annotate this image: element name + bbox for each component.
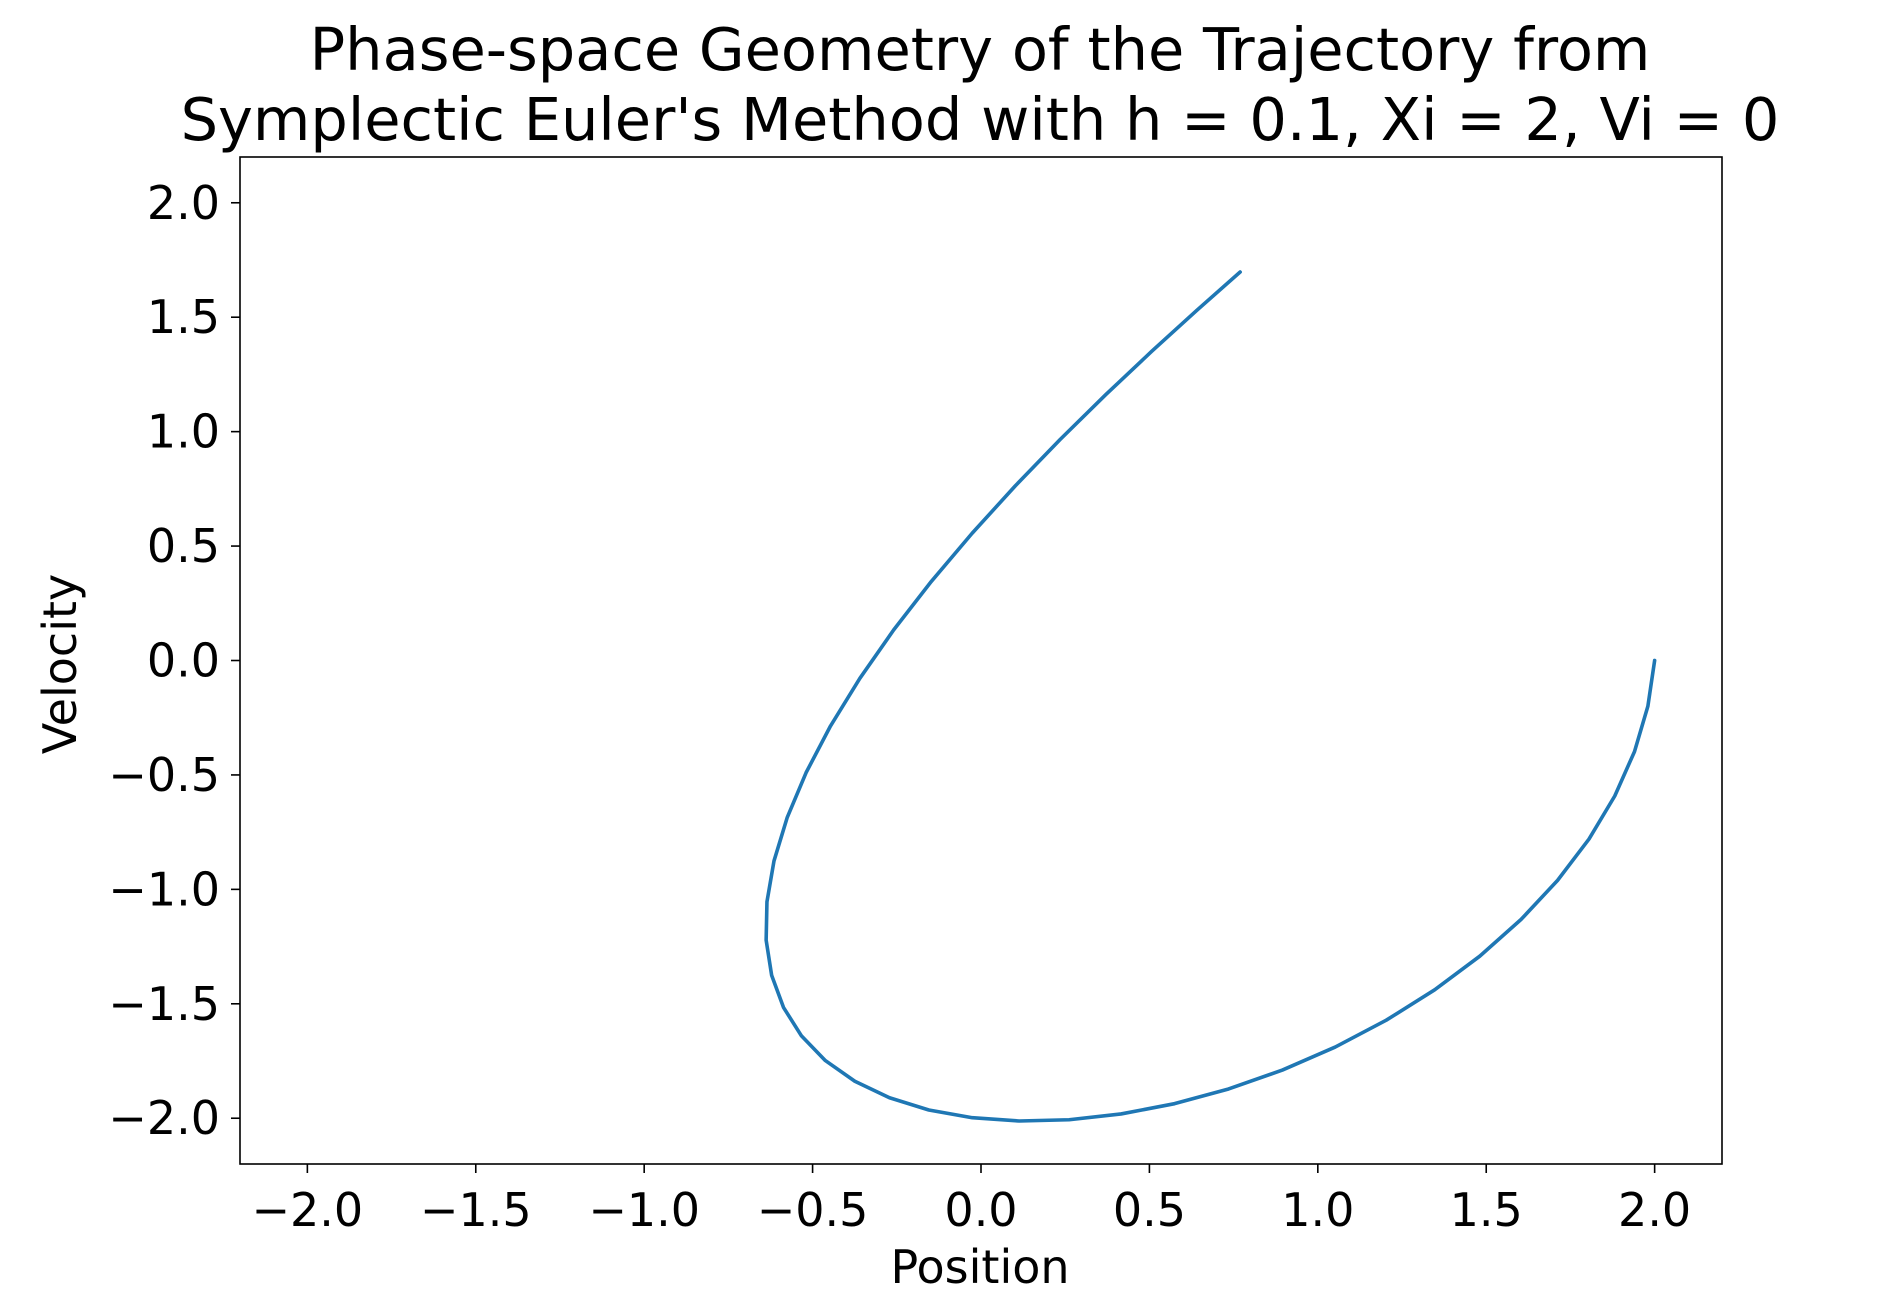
x-tick-label: −1.0 <box>588 1183 700 1237</box>
y-tick-label: 0.5 <box>147 519 220 573</box>
x-tick-label: −2.0 <box>252 1183 364 1237</box>
y-tick-label: −1.0 <box>108 862 220 916</box>
y-tick-label: −0.5 <box>108 748 220 802</box>
x-tick-label: −1.5 <box>420 1183 532 1237</box>
plot-area: −2.0 −1.5 −1.0 −0.5 0.0 0.5 1.0 1.5 2.0 −2.0 −1.5 −… <box>108 156 1723 1237</box>
x-tick-label: 0.0 <box>944 1183 1017 1237</box>
x-tick-label: 1.5 <box>1450 1183 1523 1237</box>
y-tick-label: −1.5 <box>108 977 220 1031</box>
x-tick-label: 2.0 <box>1618 1183 1691 1237</box>
y-tick-label: 2.0 <box>147 176 220 230</box>
y-axis-label: Velocity <box>33 574 87 754</box>
x-axis-label: Position <box>890 1240 1069 1294</box>
x-tick-label: 0.5 <box>1113 1183 1186 1237</box>
y-tick-label: 0.0 <box>147 634 220 688</box>
chart-title-line-2: Symplectic Euler's Method with h = 0.1, … <box>181 85 1780 154</box>
chart-title-line-1: Phase-space Geometry of the Trajectory f… <box>310 15 1651 84</box>
x-tick-label: −0.5 <box>757 1183 869 1237</box>
y-tick-label: −2.0 <box>108 1091 220 1145</box>
y-tick-label: 1.0 <box>147 405 220 459</box>
x-tick-label: 1.0 <box>1281 1183 1354 1237</box>
y-tick-label: 1.5 <box>147 290 220 344</box>
series-line-0 <box>764 270 1657 1123</box>
axes-frame <box>239 156 1723 1165</box>
